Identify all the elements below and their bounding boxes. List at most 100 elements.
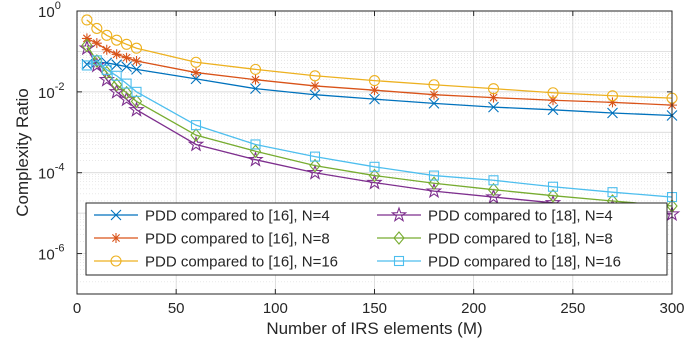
data-point-marker [606,90,619,102]
data-point-marker [111,49,122,60]
data-point-marker [111,59,123,71]
x-axis-label: Number of IRS elements (M) [266,319,482,338]
data-point-marker [101,44,112,55]
data-point-marker [488,92,499,103]
data-point-marker [548,95,558,106]
data-point-marker [111,34,123,46]
data-point-marker [428,97,440,109]
data-point-marker [130,42,143,54]
data-point-marker [547,188,559,203]
x-tick-label: 300 [659,300,684,317]
data-point-marker [130,94,143,109]
legend-label: PDD compared to [18], N=4 [428,208,613,225]
data-point-marker [428,170,440,181]
data-point-marker [369,161,380,172]
data-point-marker [309,158,321,173]
y-tick-label: 100 [38,0,61,21]
series-line [86,59,673,198]
legend-marker [393,255,405,267]
data-point-marker [128,101,145,117]
y-tick-exponent: -4 [55,162,65,174]
legend-box [85,202,668,276]
data-point-marker [368,168,381,183]
data-point-marker [190,120,202,131]
data-point-marker [190,56,202,68]
data-point-marker [111,70,122,81]
series-line [86,61,673,117]
legend: PDD compared to [16], N=4 PDD compared to… [85,202,668,276]
data-point-marker [101,65,113,80]
y-tick-exponent: -6 [55,243,65,255]
data-point-marker [121,61,132,73]
series-2 [81,33,677,111]
data-point-marker [131,63,142,75]
series-layer [78,14,681,222]
data-point-marker [310,80,320,91]
data-point-marker [249,63,262,75]
data-point-marker [121,52,132,63]
series-line [86,45,673,207]
legend-label: PDD compared to [16], N=4 [145,208,330,225]
data-point-marker [487,182,500,197]
data-point-marker [547,104,559,116]
data-point-marker [121,38,133,50]
data-point-marker [425,182,443,199]
data-point-marker [131,55,142,66]
legend-marker [390,206,408,223]
legend-label: PDD compared to [16], N=8 [145,231,330,248]
data-point-marker [607,107,618,119]
data-point-marker [547,181,559,192]
legend-marker [393,231,405,245]
x-axis-ticks: 0 50 100 150 200 250 300 [73,11,685,317]
data-point-marker [547,87,559,99]
data-point-marker [187,135,205,152]
x-tick-label: 250 [560,300,585,317]
legend-label: PDD compared to [16], N=16 [145,254,338,271]
data-point-marker [250,74,261,85]
x-tick-label: 0 [73,300,81,317]
data-point-marker [131,86,142,97]
x-tick-label: 100 [263,300,288,317]
data-point-marker [306,164,324,180]
data-point-marker [428,176,440,191]
x-tick-label: 200 [461,300,486,317]
y-axis-label: Complexity Ratio [13,88,32,217]
x-tick-label: 150 [362,300,387,317]
y-tick-label: 10-4 [38,162,64,183]
data-point-marker [191,67,201,78]
y-tick-exponent: 0 [55,0,61,12]
data-point-marker [91,22,103,35]
data-point-marker [485,188,502,205]
data-point-marker [487,83,500,95]
data-point-marker [91,54,103,68]
data-point-marker [190,128,202,142]
data-point-marker [108,83,125,99]
data-point-marker [366,173,383,190]
data-point-marker [121,78,132,89]
data-point-marker [368,75,381,87]
data-point-marker [369,85,380,96]
data-point-marker [309,151,321,162]
data-point-marker [120,85,133,100]
data-point-marker [81,33,92,44]
data-point-marker [101,29,113,41]
x-tick-label: 50 [168,300,185,317]
legend-label: PDD compared to [18], N=8 [428,231,613,248]
y-tick-label: 10-6 [38,243,64,264]
series-line [86,19,673,99]
legend-label: PDD compared to [18], N=16 [428,254,621,271]
legend-marker [110,255,122,267]
legend-marker [110,209,122,221]
data-point-marker [309,89,321,101]
data-point-marker [91,38,102,49]
data-point-marker [81,14,93,26]
data-point-marker [250,139,261,150]
data-point-marker [488,175,499,186]
data-point-marker [250,83,261,95]
data-point-marker [429,89,439,100]
data-point-marker [247,151,264,167]
data-point-marker [488,101,499,113]
series-6 [81,55,678,203]
data-point-marker [428,79,440,91]
